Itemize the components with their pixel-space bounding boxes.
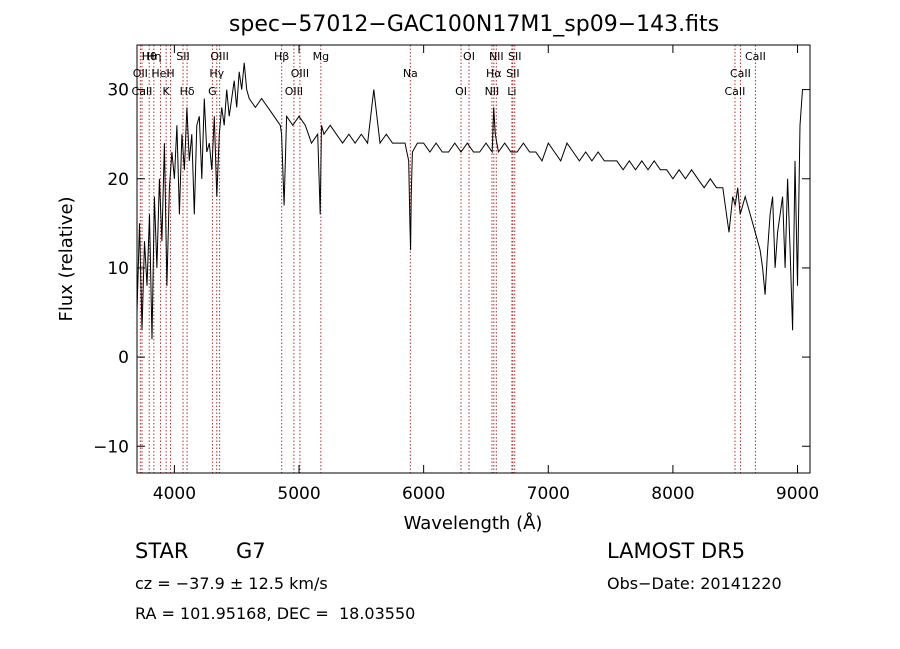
line-label-10: Hγ [209, 67, 224, 80]
line-label-13: OIII [291, 67, 309, 80]
line-label-12: Hβ [274, 50, 289, 63]
line-label-7: H [166, 67, 174, 80]
plot-area [136, 44, 811, 474]
x-tick-label-3: 7000 [527, 484, 570, 504]
spectrum-line [136, 62, 803, 340]
y-tick-label-3: 20 [107, 170, 129, 190]
line-label-4: HeI [151, 67, 169, 80]
x-tick-label-0: 4000 [153, 484, 196, 504]
spectral-line-markers [139, 45, 756, 473]
line-label-21: NII [489, 50, 504, 63]
line-label-18: OI [463, 50, 475, 63]
line-label-26: CaII [725, 85, 746, 98]
line-label-16: Na [403, 67, 418, 80]
line-label-6: SII [176, 50, 189, 63]
x-tick-label-1: 5000 [277, 484, 320, 504]
x-tick-label-4: 8000 [651, 484, 694, 504]
line-label-0: Hθ [142, 50, 157, 63]
line-label-19: Hα [486, 67, 502, 80]
line-label-17: OI [455, 85, 467, 98]
line-label-23: Li [507, 85, 516, 98]
obs-date: Obs−Date: 20141220 [607, 574, 782, 593]
x-tick-label-2: 6000 [402, 484, 445, 504]
x-tick-label-5: 9000 [776, 484, 819, 504]
object-subclass: G7 [236, 539, 266, 563]
x-axis-label: Wavelength (Å) [404, 512, 543, 534]
redshift-cz: cz = −37.9 ± 12.5 km/s [135, 574, 328, 593]
line-label-8: Hδ [180, 85, 195, 98]
line-label-1: OII [133, 67, 148, 80]
y-tick-label-1: 0 [118, 348, 129, 368]
line-label-5: K [163, 85, 171, 98]
survey-name: LAMOST DR5 [607, 539, 746, 563]
chart-title: spec−57012−GAC100N17M1_sp09−143.fits [229, 12, 719, 37]
line-label-9: OIII [210, 50, 228, 63]
ra-dec: RA = 101.95168, DEC = 18.03550 [135, 604, 416, 623]
line-label-24: SII [508, 50, 521, 63]
line-label-27: CaII [745, 50, 766, 63]
y-axis-label: Flux (relative) [56, 196, 77, 321]
object-class: STAR [135, 539, 189, 563]
line-label-2: CaII [132, 85, 153, 98]
line-label-25: CaII [730, 67, 751, 80]
plot-frame [136, 44, 811, 474]
axes: 4000 5000 6000 7000 8000 9000 −10 0 10 20 30 [93, 45, 819, 504]
line-label-3: Hη [146, 50, 161, 63]
line-label-11: G [208, 85, 217, 98]
line-label-15: Mg [313, 50, 329, 63]
line-label-14: OIII [285, 85, 303, 98]
line-label-22: SII [506, 67, 519, 80]
y-tick-label-4: 30 [107, 81, 129, 101]
line-label-20: NII [485, 85, 500, 98]
y-tick-label-0: −10 [93, 437, 129, 457]
y-tick-label-2: 10 [107, 259, 129, 279]
